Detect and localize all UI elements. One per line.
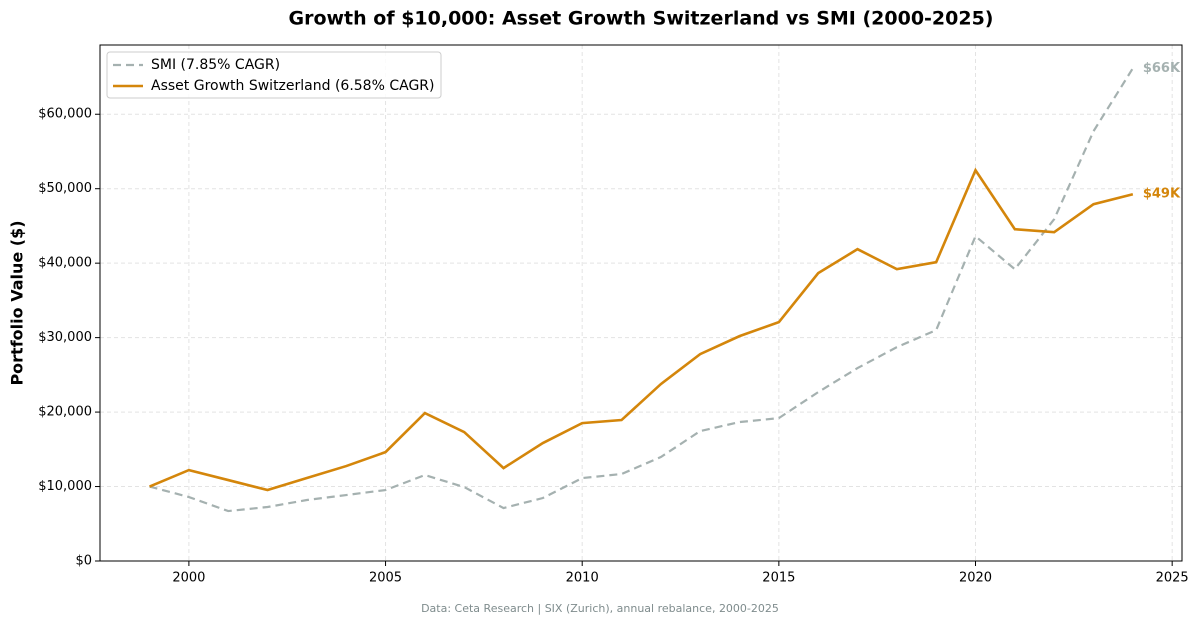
x-tick-label: 2025 bbox=[1156, 571, 1189, 586]
x-tick-label: 2015 bbox=[762, 571, 795, 586]
end-label: $49K bbox=[1143, 187, 1181, 202]
legend-label: Asset Growth Switzerland (6.58% CAGR) bbox=[151, 78, 435, 94]
y-tick-label: $10,000 bbox=[38, 479, 92, 494]
y-tick-label: $60,000 bbox=[38, 107, 92, 122]
x-tick-label: 2000 bbox=[172, 571, 205, 586]
end-label: $66K bbox=[1143, 61, 1181, 76]
chart-title: Growth of $10,000: Asset Growth Switzerl… bbox=[288, 8, 993, 30]
plot-frame bbox=[99, 44, 1183, 562]
y-tick-label: $50,000 bbox=[38, 181, 92, 196]
y-axis-label: Portfolio Value ($) bbox=[8, 220, 27, 385]
y-tick-label: $40,000 bbox=[38, 256, 92, 271]
y-tick-label: $30,000 bbox=[38, 330, 92, 345]
series-line bbox=[149, 67, 1134, 513]
x-tick-label: 2005 bbox=[369, 571, 402, 586]
x-tick-label: 2010 bbox=[566, 571, 599, 586]
footnote: Data: Ceta Research | SIX (Zurich), annu… bbox=[421, 602, 779, 615]
y-tick-label: $20,000 bbox=[38, 405, 92, 420]
x-tick-label: 2020 bbox=[959, 571, 992, 586]
legend-label: SMI (7.85% CAGR) bbox=[151, 57, 280, 73]
series-line bbox=[149, 167, 1134, 492]
legend-box bbox=[106, 51, 442, 99]
y-tick-label: $0 bbox=[75, 554, 92, 569]
